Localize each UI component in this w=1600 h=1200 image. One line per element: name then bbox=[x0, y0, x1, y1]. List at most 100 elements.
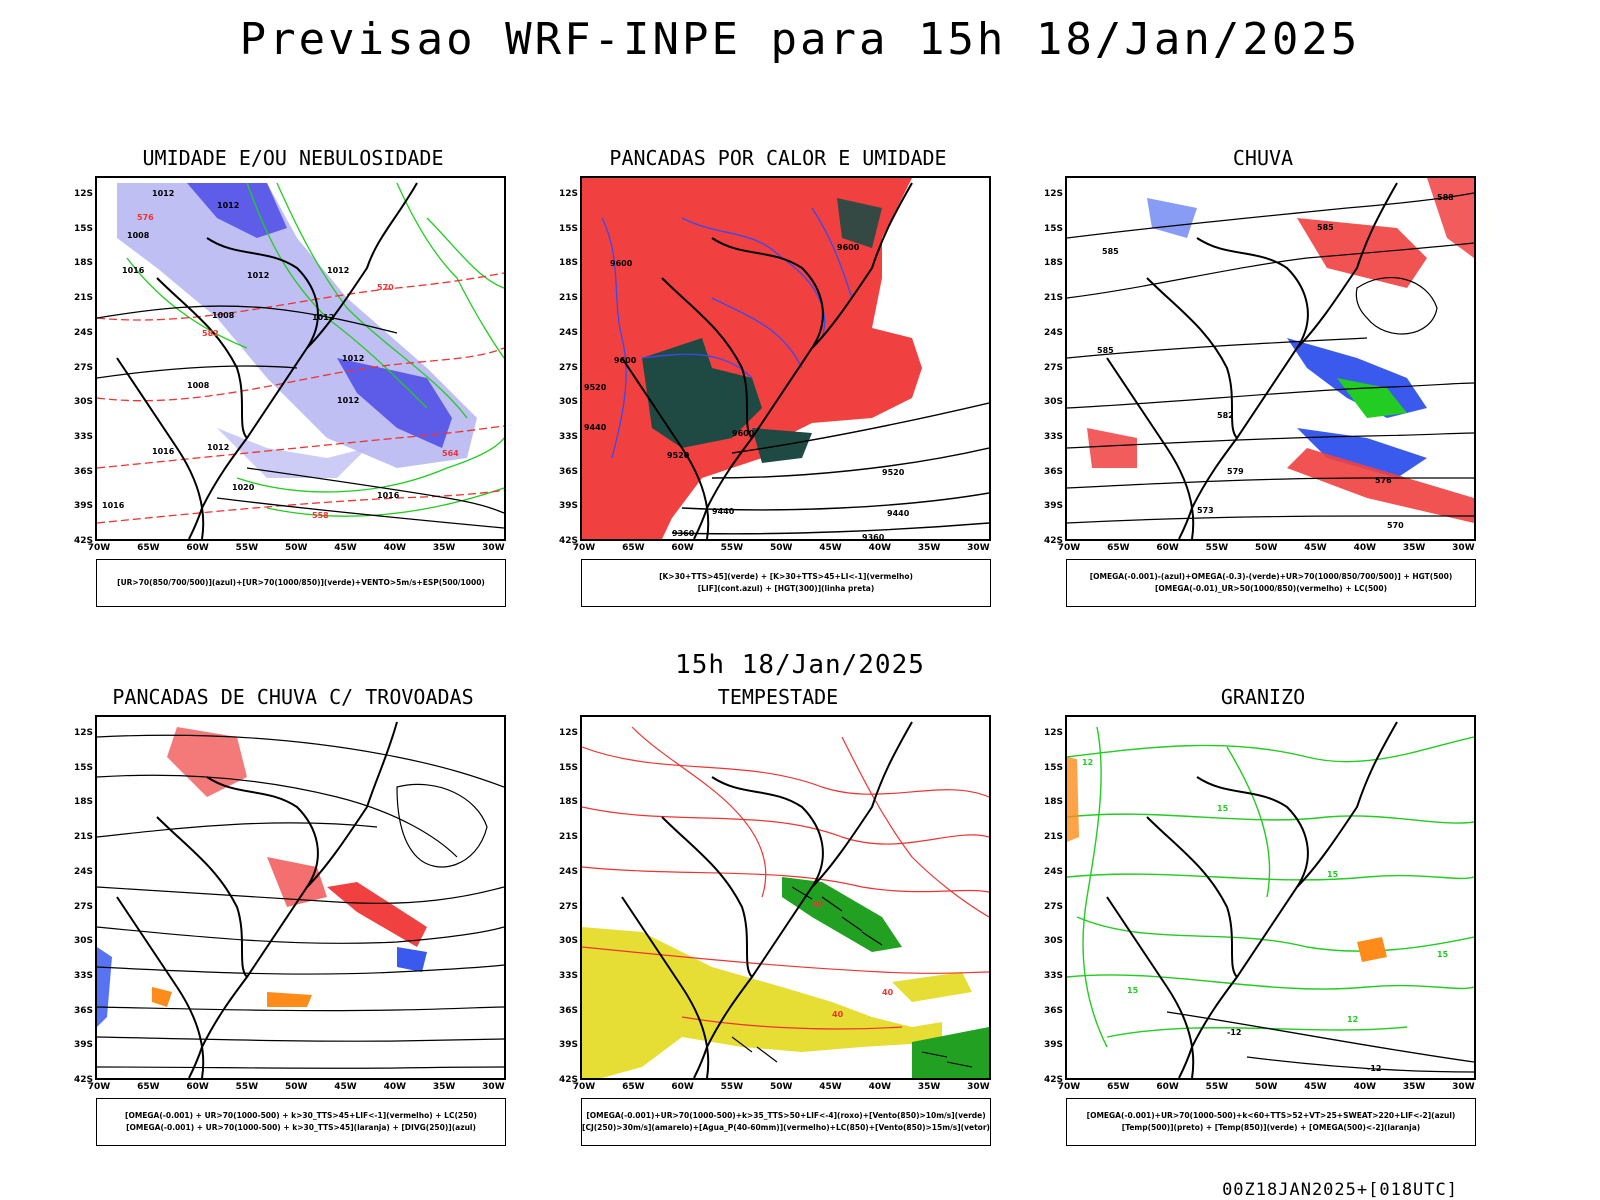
lat-tick-label: 12S bbox=[558, 728, 578, 738]
forecast-time-label: 15h 18/Jan/2025 bbox=[675, 650, 925, 680]
panel-title: UMIDADE E/OU NEBULOSIDADE bbox=[142, 146, 444, 170]
map-canvas: -12 -12 12 15 15 15 12 15 bbox=[1067, 721, 1474, 1078]
lat-tick-label: 30S bbox=[1043, 936, 1063, 947]
contour-label: 9440 bbox=[712, 507, 735, 516]
lat-tick-label: 33S bbox=[73, 970, 93, 981]
map-pancadas-calor[interactable]: 9600 9600 9600 9520 9440 9600 9520 9440 … bbox=[580, 176, 991, 541]
contour-label: 1012 bbox=[152, 189, 174, 198]
contour-label: 9520 bbox=[584, 383, 607, 392]
lat-tick-label: 15S bbox=[558, 762, 578, 773]
main-title: Previsao WRF-INPE para 15h 18/Jan/2025 bbox=[239, 14, 1361, 65]
lat-tick-label: 12S bbox=[1043, 189, 1063, 199]
hgt-contours bbox=[671, 402, 989, 535]
legend-box: [OMEGA(-0.001) + UR>70(1000-500) + k>30_… bbox=[96, 1098, 506, 1146]
lat-tick-label: 39S bbox=[1043, 1040, 1063, 1051]
longitude-axis: 70W 65W 60W 55W 50W 45W 40W 35W 30W bbox=[573, 543, 991, 555]
lat-tick-label: 27S bbox=[558, 901, 578, 912]
panel-umidade: UMIDADE E/OU NEBULOSIDADE 12S 15S 18S 21S 24… bbox=[74, 146, 508, 624]
lon-tick-label: 30W bbox=[1452, 1082, 1475, 1092]
lon-tick-label: 35W bbox=[432, 543, 456, 553]
lat-tick-label: 18S bbox=[73, 258, 93, 269]
lat-tick-label: 42S bbox=[558, 536, 578, 546]
panel-pancadas-calor: PANCADAS POR CALOR E UMIDADE 12S 15S 18S 21… bbox=[559, 146, 993, 624]
legend-line-1: [OMEGA(-0.001) + UR>70(1000-500) + k>30_… bbox=[125, 1111, 477, 1120]
lat-tick-label: 27S bbox=[1043, 901, 1063, 912]
lon-tick-label: 30W bbox=[967, 543, 990, 553]
lon-tick-label: 35W bbox=[917, 543, 941, 553]
lon-tick-label: 45W bbox=[1304, 543, 1327, 553]
lat-tick-label: 36S bbox=[558, 1005, 578, 1016]
contour-label: 1012 bbox=[337, 396, 359, 405]
lat-tick-label: 30S bbox=[558, 397, 578, 408]
legend-box: [UR>70(850/700/500)](azul)+[UR>70(1000/8… bbox=[96, 559, 506, 607]
lon-tick-label: 35W bbox=[1402, 543, 1426, 553]
lat-tick-label: 36S bbox=[73, 1005, 93, 1016]
lat-tick-label: 33S bbox=[558, 970, 578, 981]
contour-label: 585 bbox=[1317, 223, 1334, 232]
coastline-borders bbox=[116, 721, 398, 1078]
coastline-borders bbox=[621, 721, 913, 1078]
contour-label: 1008 bbox=[127, 231, 150, 240]
lon-tick-label: 65W bbox=[1107, 1082, 1130, 1092]
contour-label: 1012 bbox=[247, 271, 269, 280]
latitude-axis: 12S 15S 18S 21S 24S 27S 30S 33S 36S 39S 42S bbox=[1039, 176, 1063, 546]
lat-tick-label: 15S bbox=[558, 223, 578, 234]
lon-tick-label: 65W bbox=[137, 1082, 160, 1092]
contour-label: 40 bbox=[882, 988, 894, 997]
contour-label: -12 bbox=[1227, 1028, 1241, 1037]
contour-label: 15 bbox=[1217, 804, 1229, 813]
lon-tick-label: 55W bbox=[235, 543, 259, 553]
lat-tick-label: 33S bbox=[558, 431, 578, 442]
lat-tick-label: 36S bbox=[73, 466, 93, 477]
legend-line-1: [OMEGA(-0.001)-(azul)+OMEGA(-0.3)-(verde… bbox=[1089, 572, 1453, 581]
temp850-contours bbox=[1067, 726, 1474, 1048]
lat-tick-label: 27S bbox=[1043, 362, 1063, 373]
map-canvas: 40 40 40 bbox=[582, 721, 989, 1078]
red-dashed-contours bbox=[97, 272, 504, 524]
contour-label: 1012 bbox=[217, 201, 239, 210]
lon-tick-label: 40W bbox=[383, 1082, 407, 1092]
panel-granizo: GRANIZO 12S 15S 18S 21S 24S 27S 30S 33S 36S 39S 42… bbox=[1044, 685, 1478, 1163]
legend-line-1: [UR>70(850/700/500)](azul)+[UR>70(1000/8… bbox=[117, 578, 485, 587]
contour-labels: 588 585 585 585 582 579 576 573 570 bbox=[1097, 193, 1454, 530]
map-granizo[interactable]: -12 -12 12 15 15 15 12 15 bbox=[1065, 715, 1476, 1080]
longitude-axis: 70W 65W 60W 55W 50W 45W 40W 35W 30W bbox=[88, 1082, 506, 1094]
lon-tick-label: 45W bbox=[819, 543, 842, 553]
lat-tick-label: 30S bbox=[558, 936, 578, 947]
map-tempestade[interactable]: 40 40 40 bbox=[580, 715, 991, 1080]
lon-tick-label: 40W bbox=[1353, 543, 1377, 553]
contour-label: 588 bbox=[1437, 193, 1454, 202]
contour-label: 1016 bbox=[377, 491, 400, 500]
latitude-axis: 12S 15S 18S 21S 24S 27S 30S 33S 36S 39S 42S bbox=[1039, 715, 1063, 1085]
map-pancadas-trovoadas[interactable] bbox=[95, 715, 506, 1080]
omega-fill bbox=[1067, 757, 1387, 962]
legend-box: [OMEGA(-0.001)+UR>70(1000-500)+k>35_TTS>… bbox=[581, 1098, 991, 1146]
panel-title: GRANIZO bbox=[1220, 685, 1306, 709]
map-chuva[interactable]: 588 585 585 585 582 579 576 573 570 bbox=[1065, 176, 1476, 541]
legend-box: [K>30+TTS>45](verde) + [K>30+TTS>45+LI<-… bbox=[581, 559, 991, 607]
lat-tick-label: 24S bbox=[73, 866, 93, 877]
lat-tick-label: 39S bbox=[73, 1040, 93, 1051]
panel-tempestade: TEMPESTADE 12S 15S 18S 21S 24S 27S 30S 33S 36S 39… bbox=[559, 685, 993, 1163]
legend-line-2: [OMEGA(-0.01)_UR>50(1000/850)(vermelho) … bbox=[1154, 584, 1388, 593]
lon-tick-label: 60W bbox=[671, 543, 694, 553]
lon-tick-label: 50W bbox=[1254, 1082, 1278, 1092]
jet-fill bbox=[582, 877, 989, 1078]
lat-tick-label: 36S bbox=[1043, 466, 1063, 477]
contour-label: 1008 bbox=[187, 381, 210, 390]
longitude-axis: 70W 65W 60W 55W 50W 45W 40W 35W 30W bbox=[1058, 1082, 1476, 1094]
lon-tick-label: 45W bbox=[334, 543, 357, 553]
lat-tick-label: 15S bbox=[1043, 223, 1063, 234]
contour-label: 1020 bbox=[232, 483, 255, 492]
legend-box: [OMEGA(-0.001)-(azul)+OMEGA(-0.3)-(verde… bbox=[1066, 559, 1476, 607]
lon-tick-label: 65W bbox=[622, 1082, 645, 1092]
map-umidade[interactable]: 1012 1012 1008 1012 1016 1012 1008 1012 … bbox=[95, 176, 506, 541]
contour-label: 9520 bbox=[667, 451, 690, 460]
lon-tick-label: 55W bbox=[720, 1082, 744, 1092]
lon-tick-label: 50W bbox=[1254, 543, 1278, 553]
contour-label: 40 bbox=[812, 900, 824, 909]
lon-tick-label: 35W bbox=[917, 1082, 941, 1092]
lat-tick-label: 27S bbox=[558, 362, 578, 373]
legend-line-2: [LIF](cont.azul) + [HGT(300)](linha pret… bbox=[697, 584, 875, 593]
lat-tick-label: 33S bbox=[1043, 431, 1063, 442]
